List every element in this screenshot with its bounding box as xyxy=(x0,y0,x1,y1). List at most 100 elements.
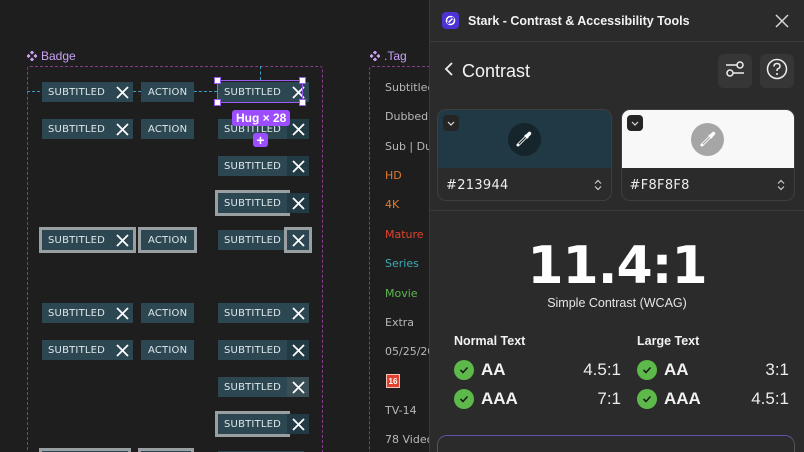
result-row: AA 3:1 xyxy=(637,355,789,384)
chevron-down-icon[interactable] xyxy=(626,115,643,131)
add-item-button[interactable]: + xyxy=(253,133,268,147)
close-icon[interactable] xyxy=(287,119,310,139)
badge-action[interactable]: ACTION xyxy=(141,340,195,360)
bottom-card[interactable] xyxy=(437,435,795,452)
tag-frame-label[interactable]: .Tag xyxy=(370,49,407,63)
foreground-hex-value[interactable]: #213944 xyxy=(446,177,509,193)
wcag-results: Normal Text AA 4.5:1 AAA 7:1 Large Text … xyxy=(454,334,790,413)
eyedropper-button[interactable] xyxy=(691,122,725,156)
resize-handle-bottom-left[interactable] xyxy=(214,99,221,106)
badge-subtitled-selected[interactable]: SUBTITLED xyxy=(218,82,310,102)
badge-action-focus[interactable]: ACTION xyxy=(137,227,198,253)
tag-subtitled[interactable]: Subtitled xyxy=(385,81,430,94)
tag-video-count[interactable]: 78 Video xyxy=(385,433,430,446)
close-icon[interactable] xyxy=(111,230,133,250)
stark-plugin-panel: Stark - Contrast & Accessibility Tools C… xyxy=(429,0,804,452)
normal-text-results: Normal Text AA 4.5:1 AAA 7:1 xyxy=(454,334,637,413)
tag-frame-name: .Tag xyxy=(384,49,407,63)
check-circle-icon xyxy=(637,388,657,409)
badge-subtitled-focus-label[interactable]: SUBTITLED xyxy=(214,190,310,216)
close-icon[interactable] xyxy=(287,156,310,176)
stark-logo-icon xyxy=(442,12,459,29)
badge-subtitled[interactable]: SUBTITLED xyxy=(42,303,134,323)
foreground-color-preview[interactable] xyxy=(438,110,611,168)
alignment-guide-vertical xyxy=(260,66,261,80)
selection-box[interactable] xyxy=(217,80,303,103)
badge-subtitled-focus[interactable]: SUBTITLED xyxy=(38,227,137,253)
check-circle-icon xyxy=(637,359,657,380)
foreground-hex-field[interactable]: #213944 xyxy=(438,168,611,200)
background-color-preview[interactable] xyxy=(621,110,794,168)
help-button[interactable] xyxy=(760,54,794,88)
result-row: AA 4.5:1 xyxy=(454,355,637,384)
check-circle-icon xyxy=(454,388,474,409)
close-icon[interactable] xyxy=(111,82,133,102)
badge-subtitled[interactable]: SUBTITLED xyxy=(218,303,310,323)
badge-subtitled[interactable]: SUBTITLED xyxy=(218,377,310,397)
tag-frame[interactable] xyxy=(369,66,430,452)
color-swatches: #213944 #F8F8F8 xyxy=(437,109,795,201)
tag-4k[interactable]: 4K xyxy=(385,198,400,211)
badge-subtitled-focus-label[interactable]: SUBTITLED xyxy=(214,411,310,437)
check-circle-icon xyxy=(454,359,474,380)
tag-date[interactable]: 05/25/20 xyxy=(385,345,430,358)
tag-age-rating-16[interactable]: 16 xyxy=(386,374,400,388)
tag-extra[interactable]: Extra xyxy=(385,316,415,329)
tag-hd[interactable]: HD xyxy=(385,169,402,182)
chevron-left-icon xyxy=(444,61,454,82)
page-header: Contrast xyxy=(430,42,804,100)
result-row: AAA 4.5:1 xyxy=(637,384,789,413)
tag-series[interactable]: Series xyxy=(385,257,419,270)
badge-frame[interactable] xyxy=(27,66,323,452)
badge-subtitled[interactable]: SUBTITLED xyxy=(218,156,310,176)
stepper-icon[interactable] xyxy=(593,178,603,192)
close-icon[interactable] xyxy=(772,11,792,31)
contrast-ratio: 11.4:1 xyxy=(527,236,707,296)
tag-dubbed[interactable]: Dubbed xyxy=(385,110,429,123)
result-row: AAA 7:1 xyxy=(454,384,637,413)
resize-handle-bottom-right[interactable] xyxy=(299,99,306,106)
eyedropper-button[interactable] xyxy=(507,122,541,156)
tag-movie[interactable]: Movie xyxy=(385,287,418,300)
resize-handle-top-right[interactable] xyxy=(299,77,306,84)
plugin-title: Stark - Contrast & Accessibility Tools xyxy=(468,13,690,28)
badge-subtitled[interactable]: SUBTITLED xyxy=(42,119,134,139)
large-text-heading: Large Text xyxy=(637,334,700,348)
close-icon[interactable] xyxy=(287,340,310,360)
background-hex-value[interactable]: #F8F8F8 xyxy=(629,177,690,193)
badge-subtitled[interactable]: SUBTITLED xyxy=(218,340,310,360)
tag-sub-dub[interactable]: Sub | Dub xyxy=(385,140,430,153)
badge-subtitled[interactable]: SUBTITLED xyxy=(42,82,134,102)
stepper-icon[interactable] xyxy=(776,178,786,192)
close-icon[interactable] xyxy=(287,193,310,213)
close-icon[interactable] xyxy=(111,340,133,360)
normal-text-heading: Normal Text xyxy=(454,334,526,348)
chevron-down-icon[interactable] xyxy=(443,115,459,131)
component-icon xyxy=(27,51,37,61)
background-hex-field[interactable]: #F8F8F8 xyxy=(622,168,795,200)
close-icon[interactable] xyxy=(111,119,133,139)
close-icon[interactable] xyxy=(111,303,133,323)
tag-tv-14[interactable]: TV-14 xyxy=(385,404,417,417)
design-canvas[interactable]: Badge SUBTITLED ACTION SUBTITLED SUBTITL… xyxy=(0,0,430,452)
background-swatch: #F8F8F8 xyxy=(620,109,795,201)
back-button[interactable]: Contrast xyxy=(444,61,710,82)
large-text-results: Large Text AA 3:1 AAA 4.5:1 xyxy=(637,334,789,413)
close-icon[interactable] xyxy=(287,377,310,397)
badge-frame-label[interactable]: Badge xyxy=(27,49,76,63)
page-title: Contrast xyxy=(462,60,531,81)
badge-subtitled[interactable]: SUBTITLED xyxy=(42,340,134,360)
close-icon[interactable] xyxy=(287,303,309,323)
plugin-titlebar: Stark - Contrast & Accessibility Tools xyxy=(430,0,804,42)
badge-action[interactable]: ACTION xyxy=(141,82,195,102)
settings-button[interactable] xyxy=(718,54,752,88)
component-icon xyxy=(370,51,380,61)
tag-mature[interactable]: Mature xyxy=(385,228,424,241)
close-icon[interactable] xyxy=(287,414,310,434)
badge-action[interactable]: ACTION xyxy=(141,303,195,323)
sliders-icon xyxy=(725,59,745,84)
resize-handle-top-left[interactable] xyxy=(214,77,221,84)
close-icon[interactable] xyxy=(284,227,313,253)
badge-subtitled-focus-close[interactable]: SUBTITLED xyxy=(218,227,313,253)
badge-action[interactable]: ACTION xyxy=(141,119,195,139)
